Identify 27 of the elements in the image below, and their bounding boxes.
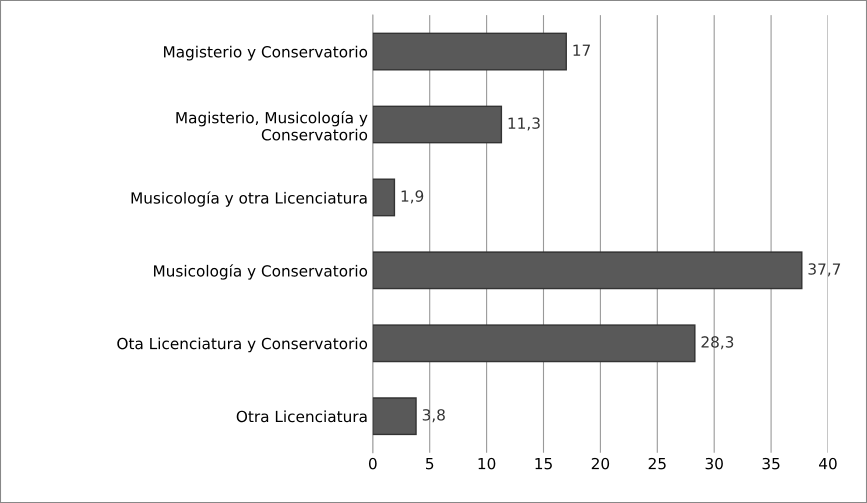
bar bbox=[372, 251, 803, 290]
data-label: 11,3 bbox=[508, 117, 540, 130]
data-label: 17 bbox=[573, 44, 590, 56]
x-tick-label: 15 bbox=[535, 458, 552, 470]
y-tick-label: Magisterio y Conservatorio bbox=[164, 46, 368, 61]
data-label: 1,9 bbox=[402, 190, 424, 204]
data-label: 37,7 bbox=[808, 263, 840, 276]
y-tick-label: Musicología y Conservatorio bbox=[154, 264, 368, 280]
x-tick-label: 0 bbox=[368, 458, 377, 470]
bar bbox=[372, 106, 502, 144]
bar bbox=[372, 397, 417, 436]
bar bbox=[372, 178, 396, 216]
data-label: 28,3 bbox=[702, 336, 734, 350]
bar bbox=[372, 324, 696, 362]
x-tick-label: 10 bbox=[478, 458, 496, 470]
x-tick-label: 35 bbox=[762, 458, 780, 470]
x-tick-label: 20 bbox=[592, 458, 610, 470]
y-tick-label: Musicología y otra Licenciatura bbox=[132, 191, 367, 207]
x-tick-label: 30 bbox=[706, 458, 723, 470]
x-tick-label: 25 bbox=[648, 458, 666, 470]
y-tick-label: Ota Licenciatura y Conservatorio bbox=[117, 337, 368, 352]
y-tick-label: Otra Licenciatura bbox=[236, 410, 367, 422]
x-tick-label: 40 bbox=[819, 458, 837, 470]
y-tick-label: Magisterio, Musicología y Conservatorio bbox=[176, 110, 368, 141]
x-tick-label: 5 bbox=[426, 458, 434, 470]
data-label: 3,8 bbox=[422, 409, 445, 422]
bar bbox=[372, 32, 567, 70]
